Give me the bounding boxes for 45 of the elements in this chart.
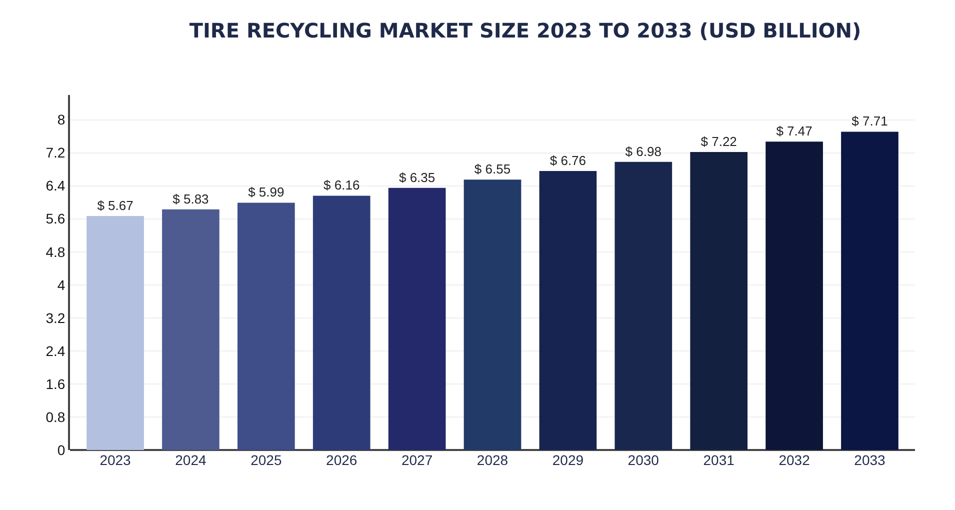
bar (162, 209, 220, 450)
data-label: $ 6.35 (398, 170, 436, 185)
bar (86, 216, 144, 450)
data-label: $ 7.22 (700, 134, 737, 149)
y-tick-label: 4.8 (46, 244, 66, 260)
x-tick-label: 2032 (778, 452, 810, 468)
bar (766, 142, 823, 450)
x-tick-label: 2025 (250, 452, 282, 468)
bar (841, 132, 898, 450)
y-tick-label: 5.6 (46, 210, 66, 227)
data-label: $ 5.99 (248, 184, 284, 200)
data-label: $ 7.47 (776, 124, 812, 139)
y-tick-label: 0.8 (46, 408, 66, 425)
chart-title: TIRE RECYCLING MARKET SIZE 2023 TO 2033 (USD BILLION) (189, 18, 862, 43)
x-tick-label: 2033 (854, 452, 886, 468)
data-label: $ 5.67 (97, 198, 134, 213)
data-label: $ 6.16 (324, 178, 360, 193)
y-tick-label: 4 (57, 276, 66, 293)
x-tick-label: 2024 (175, 452, 206, 468)
x-tick-label: 2028 (476, 452, 508, 468)
x-tick-label: 2027 (401, 452, 433, 468)
y-tick-label: 6.4 (46, 178, 66, 194)
bar (388, 188, 446, 450)
bar (614, 162, 672, 450)
x-tick-label: 2030 (628, 452, 660, 468)
y-tick-label: 7.2 (46, 144, 66, 161)
x-tick-label: 2026 (326, 452, 358, 468)
y-tick-label: 0 (57, 442, 66, 458)
data-label: $ 7.71 (852, 114, 888, 129)
x-tick-label: 2031 (703, 452, 735, 468)
y-tick-label: 3.2 (46, 310, 66, 326)
data-label: $ 6.98 (625, 144, 662, 159)
x-tick-label: 2029 (552, 452, 584, 468)
bar (690, 152, 748, 450)
bar (464, 180, 522, 450)
data-label: $ 5.83 (172, 191, 209, 206)
bar (237, 202, 295, 450)
bar (312, 196, 370, 450)
bar (539, 170, 597, 450)
data-label: $ 6.76 (550, 152, 586, 168)
y-tick-label: 2.4 (46, 342, 66, 359)
x-tick-label: 2023 (100, 452, 132, 468)
y-tick-label: 1.6 (46, 376, 66, 392)
y-tick-label: 8 (57, 112, 66, 128)
data-label: $ 6.55 (474, 162, 511, 177)
